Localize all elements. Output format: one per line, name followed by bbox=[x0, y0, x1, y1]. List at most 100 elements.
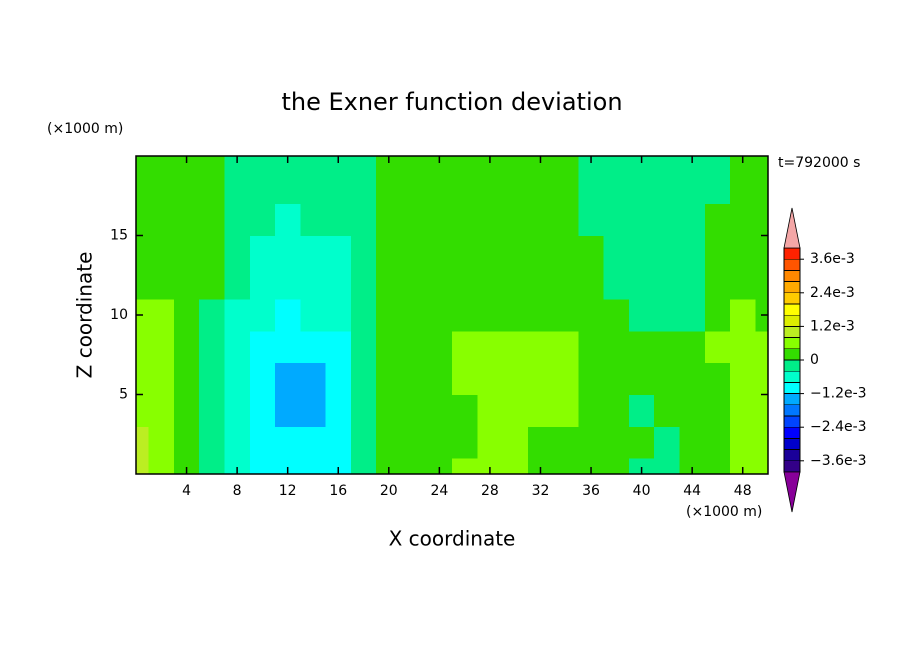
contour-cell bbox=[553, 267, 579, 300]
colorbar-box bbox=[783, 393, 801, 406]
contour-cell bbox=[136, 458, 150, 475]
contour-cell bbox=[553, 156, 579, 173]
x-tick-label: 20 bbox=[380, 483, 398, 499]
contour-cell bbox=[300, 171, 327, 205]
colorbar-tick-label: 3.6e-3 bbox=[810, 251, 855, 267]
contour-cell bbox=[603, 299, 630, 332]
contour-cell bbox=[578, 267, 605, 300]
contour-cell bbox=[755, 426, 769, 459]
contour-cell bbox=[553, 203, 579, 236]
contour-cell bbox=[275, 362, 301, 395]
contour-cell bbox=[173, 362, 200, 395]
contour-cell bbox=[148, 394, 175, 427]
contour-cell bbox=[553, 235, 579, 268]
contour-cell bbox=[224, 426, 251, 459]
contour-cell bbox=[376, 426, 402, 459]
contour-cell bbox=[527, 426, 554, 459]
contour-cell bbox=[249, 394, 276, 427]
contour-cell bbox=[477, 426, 504, 459]
x-tick-label: 40 bbox=[633, 483, 651, 499]
contour-cell bbox=[173, 394, 200, 427]
contour-cell bbox=[173, 267, 200, 300]
contour-cell bbox=[730, 394, 756, 427]
colorbar-box bbox=[783, 359, 801, 372]
y-tick-label: 10 bbox=[110, 307, 128, 323]
contour-cell bbox=[426, 362, 453, 395]
contour-cell bbox=[502, 171, 529, 205]
contour-cell bbox=[679, 171, 706, 205]
contour-cell bbox=[755, 203, 769, 236]
contour-cell bbox=[136, 394, 150, 427]
x-tick-label: 16 bbox=[329, 483, 347, 499]
contour-cell bbox=[426, 330, 453, 364]
contour-cell bbox=[224, 203, 251, 236]
contour-cell bbox=[553, 362, 579, 395]
contour-cell bbox=[136, 156, 150, 173]
contour-cell bbox=[679, 330, 706, 364]
contour-cell bbox=[452, 171, 478, 205]
contour-cell bbox=[300, 299, 327, 332]
contour-cell bbox=[148, 426, 175, 459]
contour-cell bbox=[325, 330, 352, 364]
contour-cell bbox=[603, 330, 630, 364]
contour-cell bbox=[275, 156, 301, 173]
contour-cell bbox=[477, 171, 504, 205]
y-tick-label: 5 bbox=[119, 387, 128, 403]
contour-cell bbox=[275, 426, 301, 459]
contour-cell bbox=[148, 458, 175, 475]
colorbar-extension bbox=[783, 207, 801, 249]
contour-cell bbox=[704, 458, 731, 475]
contour-cell bbox=[704, 394, 731, 427]
contour-cell bbox=[527, 330, 554, 364]
contour-cell bbox=[325, 458, 352, 475]
contour-cell bbox=[527, 203, 554, 236]
contour-cell bbox=[704, 235, 731, 268]
contour-cell bbox=[275, 235, 301, 268]
colorbar-box bbox=[783, 325, 801, 338]
contour-cell bbox=[325, 203, 352, 236]
contour-cell bbox=[173, 203, 200, 236]
contour-cell bbox=[401, 156, 428, 173]
contour-cell bbox=[477, 267, 504, 300]
contour-cell bbox=[603, 458, 630, 475]
contour-cell bbox=[173, 171, 200, 205]
contour-cell bbox=[249, 156, 276, 173]
contour-cell bbox=[148, 362, 175, 395]
contour-cell bbox=[704, 156, 731, 173]
contour-cell bbox=[603, 235, 630, 268]
contour-cell bbox=[249, 203, 276, 236]
contour-cell bbox=[730, 171, 756, 205]
contour-cell bbox=[477, 299, 504, 332]
contour-cell bbox=[755, 156, 769, 173]
contour-cell bbox=[350, 156, 377, 173]
contour-cell bbox=[452, 362, 478, 395]
contour-cell bbox=[477, 203, 504, 236]
contour-cell bbox=[452, 458, 478, 475]
colorbar-tick-label: 1.2e-3 bbox=[810, 318, 855, 334]
x-axis-label: X coordinate bbox=[389, 527, 516, 551]
contour-cell bbox=[376, 330, 402, 364]
x-unit: (×1000 m) bbox=[686, 504, 762, 520]
colorbar-box bbox=[783, 381, 801, 394]
y-unit: (×1000 m) bbox=[47, 121, 123, 137]
contour-cell bbox=[654, 203, 681, 236]
contour-cell bbox=[401, 171, 428, 205]
colorbar-box bbox=[783, 404, 801, 417]
contour-cell bbox=[426, 156, 453, 173]
contour-cell bbox=[173, 299, 200, 332]
contour-cell bbox=[148, 267, 175, 300]
contour-cell bbox=[477, 235, 504, 268]
contour-cell bbox=[477, 394, 504, 427]
contour-cell bbox=[477, 458, 504, 475]
contour-cell bbox=[527, 362, 554, 395]
colorbar-box bbox=[783, 281, 801, 294]
contour-cell bbox=[224, 156, 251, 173]
contour-cell bbox=[730, 235, 756, 268]
contour-cell bbox=[401, 426, 428, 459]
contour-cell bbox=[426, 267, 453, 300]
x-tick-label: 24 bbox=[430, 483, 448, 499]
contour-cell bbox=[325, 267, 352, 300]
colorbar-box bbox=[783, 314, 801, 327]
contour-cell bbox=[730, 458, 756, 475]
contour-cell bbox=[199, 362, 225, 395]
